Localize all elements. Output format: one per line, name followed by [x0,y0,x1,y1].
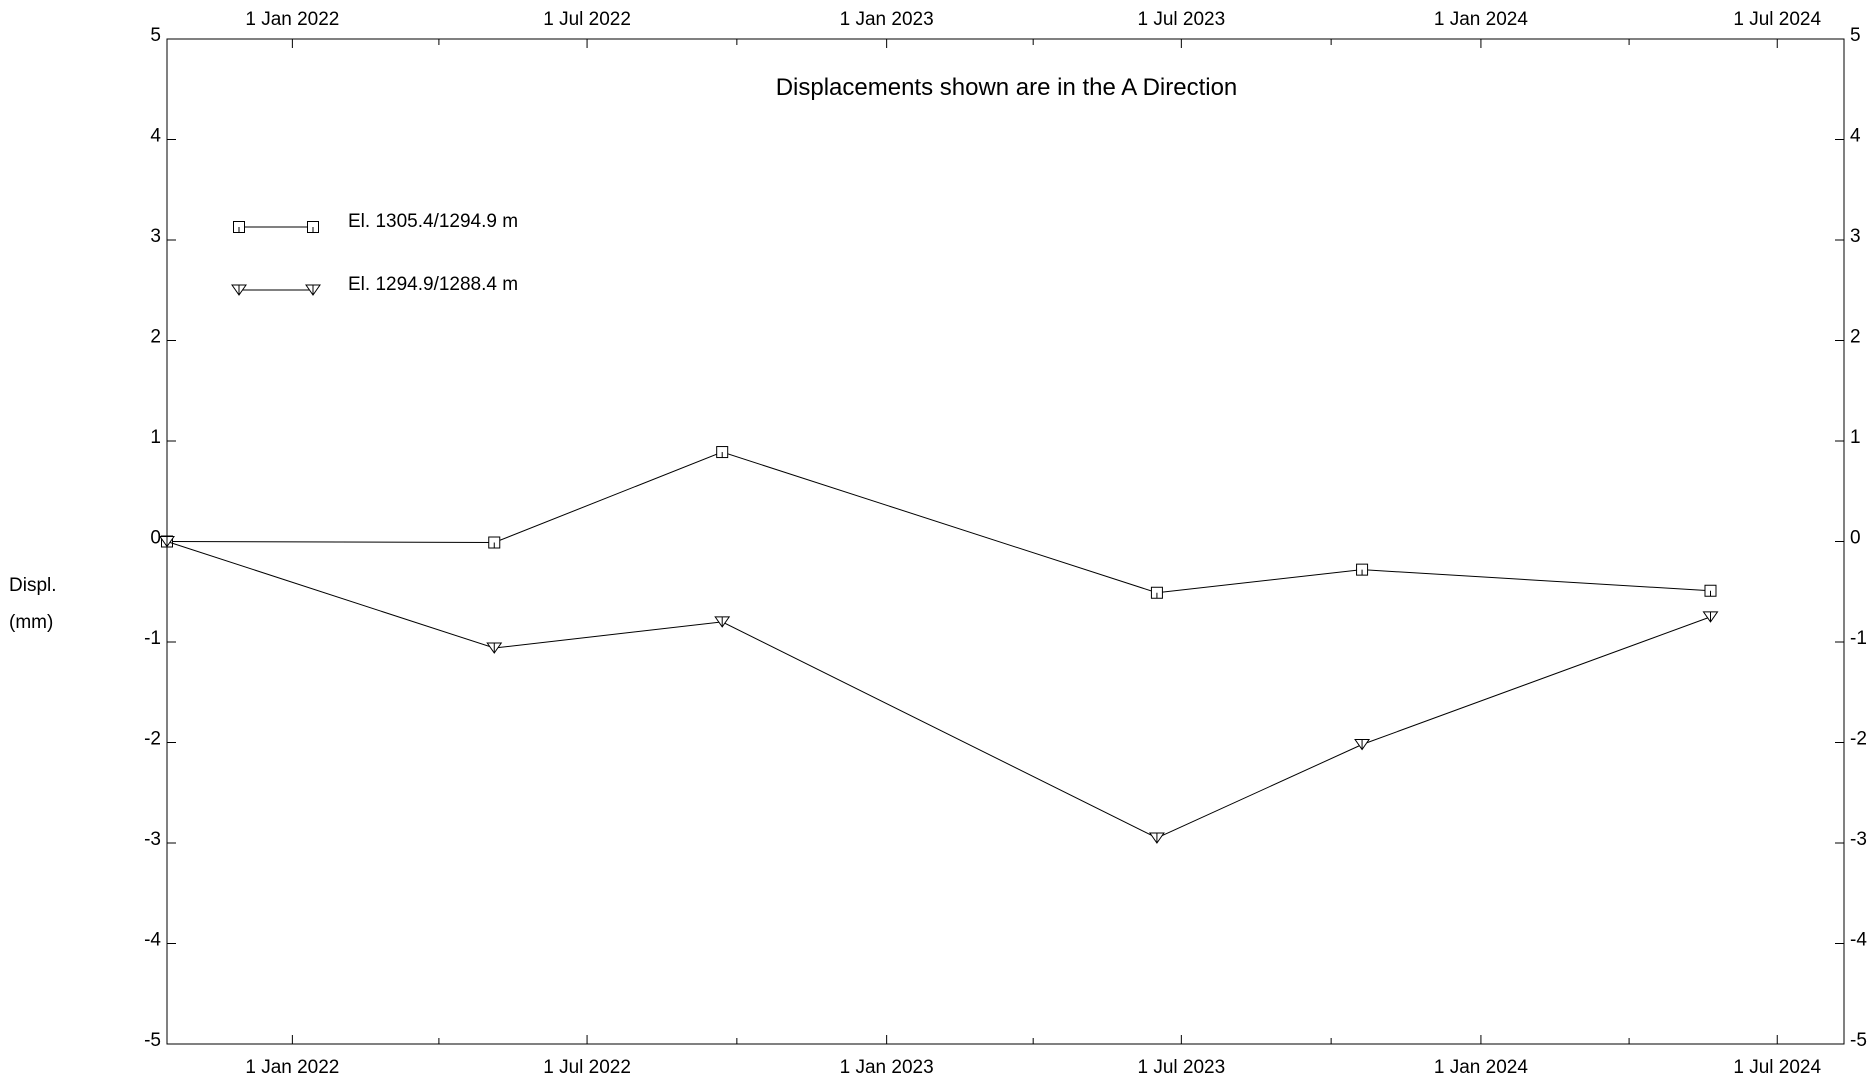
x-tick-label-bottom: 1 Jan 2023 [840,1057,934,1078]
y-tick-label-left: 4 [150,126,161,147]
x-tick-label-bottom: 1 Jul 2023 [1137,1057,1225,1078]
x-tick-label-top: 1 Jan 2024 [1434,9,1528,30]
y-tick-label-left: -2 [144,729,161,750]
y-tick-label-right: 1 [1850,427,1861,448]
y-axis-label-line-2: (mm) [9,612,54,633]
chart-title: Displacements shown are in the A Directi… [776,74,1238,101]
y-tick-label-left: 2 [150,327,161,348]
x-tick-label-bottom: 1 Jul 2024 [1733,1057,1821,1078]
series-line-1 [166,451,1711,594]
x-tick-label-bottom: 1 Jan 2024 [1434,1057,1528,1078]
y-tick-label-right: 4 [1850,126,1861,147]
legend-label-2: El. 1294.9/1288.4 m [348,274,518,295]
y-tick-label-left: -4 [144,930,161,951]
y-tick-label-right: -3 [1850,829,1867,850]
y-tick-label-right: 0 [1850,528,1861,549]
y-tick-label-right: -2 [1850,729,1867,750]
plot-frame [166,38,1845,1045]
x-tick-label-top: 1 Jul 2023 [1137,9,1225,30]
legend-label-1: El. 1305.4/1294.9 m [348,211,518,232]
y-tick-label-left: 5 [150,25,161,46]
x-tick-label-top: 1 Jul 2022 [543,9,631,30]
y-tick-label-right: 5 [1850,25,1861,46]
y-tick-label-right: 2 [1850,327,1861,348]
y-tick-label-right: -4 [1850,930,1867,951]
y-tick-label-right: 3 [1850,226,1861,247]
y-tick-label-left: 3 [150,226,161,247]
x-tick-label-top: 1 Jul 2024 [1733,9,1821,30]
x-tick-label-bottom: 1 Jul 2022 [543,1057,631,1078]
series-line-2 [166,541,1711,839]
y-axis-label-line-1: Displ. [9,575,57,596]
y-tick-label-left: 0 [150,528,161,549]
y-tick-label-left: -5 [144,1030,161,1051]
y-tick-label-right: -5 [1850,1030,1867,1051]
x-tick-label-top: 1 Jan 2022 [245,9,339,30]
y-tick-label-right: -1 [1850,628,1867,649]
x-tick-label-bottom: 1 Jan 2022 [245,1057,339,1078]
y-tick-label-left: -3 [144,829,161,850]
y-tick-label-left: 1 [150,427,161,448]
x-tick-label-top: 1 Jan 2023 [840,9,934,30]
y-tick-label-left: -1 [144,628,161,649]
